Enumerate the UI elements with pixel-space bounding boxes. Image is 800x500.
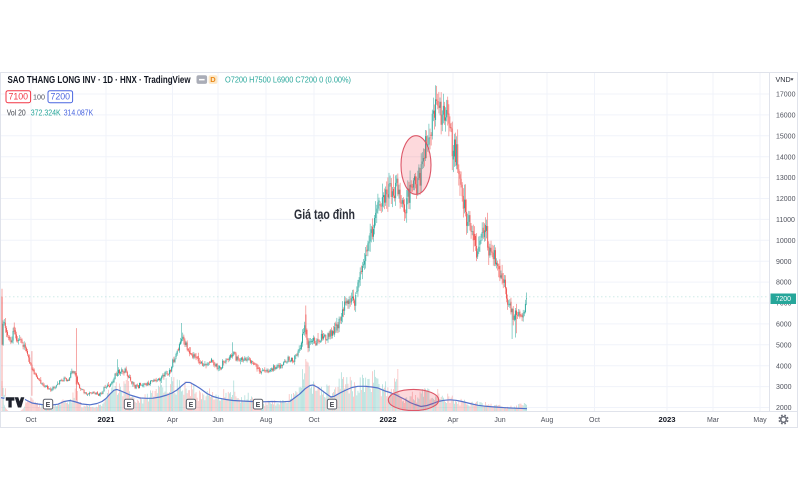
svg-text:E: E: [127, 402, 132, 409]
svg-text:Oct: Oct: [589, 417, 600, 424]
svg-text:VND: VND: [776, 75, 791, 84]
svg-text:May: May: [753, 417, 767, 424]
svg-text:2022: 2022: [379, 415, 396, 424]
svg-text:Mar: Mar: [707, 417, 720, 424]
svg-text:6000: 6000: [776, 322, 792, 329]
svg-text:D: D: [210, 75, 216, 84]
svg-text:2021: 2021: [97, 415, 115, 424]
svg-text:E: E: [46, 402, 51, 409]
svg-text:SAO THANG LONG INV · 1D · HNX: SAO THANG LONG INV · 1D · HNX · TradingV…: [8, 75, 191, 86]
svg-text:7000: 7000: [776, 301, 792, 308]
svg-text:100: 100: [33, 92, 45, 101]
svg-text:8000: 8000: [776, 280, 792, 287]
svg-text:7200: 7200: [51, 92, 71, 102]
svg-text:Apr: Apr: [448, 417, 460, 424]
svg-text:E: E: [256, 402, 261, 409]
svg-text:Jun: Jun: [212, 417, 223, 424]
svg-text:Oct: Oct: [26, 417, 37, 424]
svg-text:Jun: Jun: [494, 417, 505, 424]
svg-text:E: E: [330, 402, 335, 409]
svg-text:15000: 15000: [776, 133, 796, 140]
svg-text:Aug: Aug: [260, 417, 273, 424]
svg-text:2023: 2023: [658, 415, 675, 424]
svg-text:Giá tạo đỉnh: Giá tạo đỉnh: [294, 207, 355, 222]
svg-text:314.087K: 314.087K: [64, 108, 94, 118]
svg-text:9000: 9000: [776, 259, 792, 266]
svg-text:Apr: Apr: [167, 417, 179, 424]
svg-text:4000: 4000: [776, 363, 792, 370]
svg-text:3000: 3000: [776, 384, 792, 391]
svg-text:14000: 14000: [776, 154, 796, 161]
svg-text:7200: 7200: [776, 296, 792, 303]
svg-text:11000: 11000: [776, 217, 795, 224]
svg-text:E: E: [189, 402, 194, 409]
svg-text:Aug: Aug: [541, 417, 554, 424]
svg-text:7100: 7100: [9, 92, 29, 102]
svg-text:10000: 10000: [776, 238, 796, 245]
svg-text:O7200 H7500 L6900 C7200 0 (0.0: O7200 H7500 L6900 C7200 0 (0.00%): [225, 74, 351, 84]
svg-text:16000: 16000: [776, 113, 796, 120]
svg-text:Vol 20: Vol 20: [7, 108, 26, 118]
svg-text:12000: 12000: [776, 196, 796, 203]
svg-text:372.324K: 372.324K: [31, 108, 61, 118]
svg-text:Oct: Oct: [309, 417, 320, 424]
svg-text:5000: 5000: [776, 342, 792, 349]
svg-text:13000: 13000: [776, 175, 796, 182]
svg-text:2000: 2000: [776, 405, 792, 412]
svg-text:17000: 17000: [776, 92, 796, 99]
